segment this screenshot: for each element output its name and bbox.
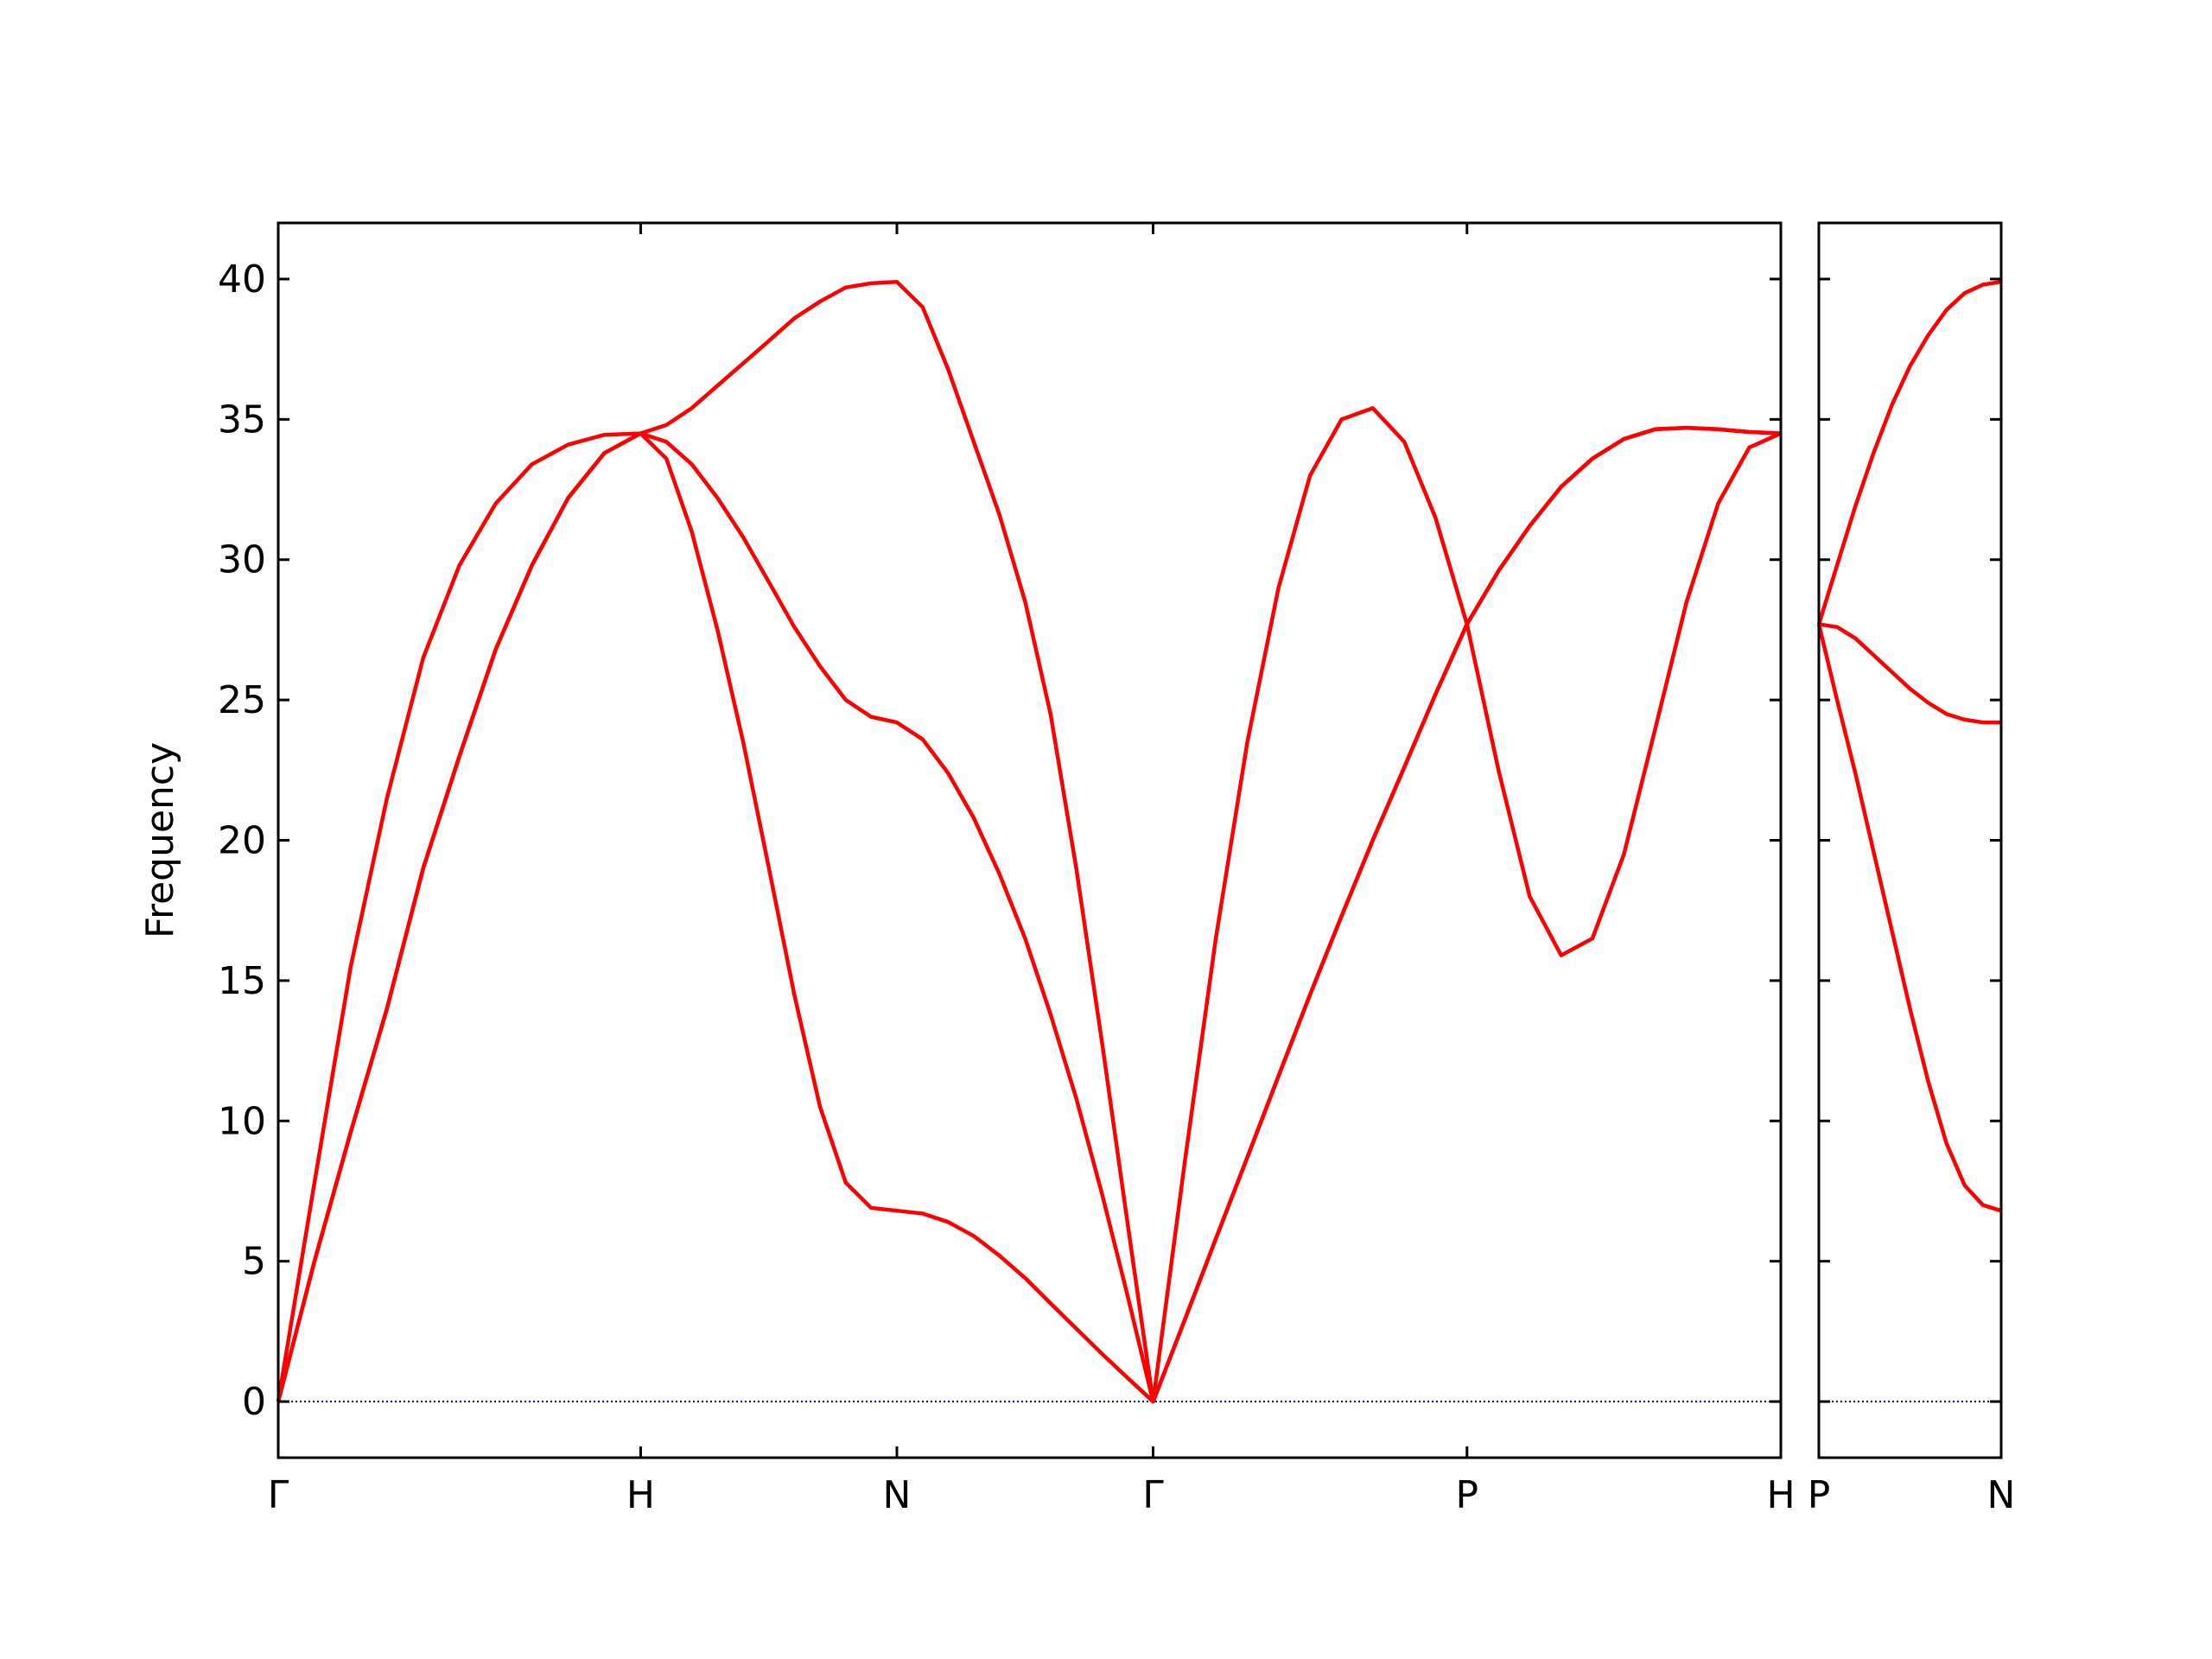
x-tick-label: H (626, 1473, 655, 1517)
y-tick-label: 0 (242, 1380, 266, 1424)
plot-frame (1817, 221, 2003, 1459)
band-line (1816, 279, 2002, 626)
y-tick-label: 25 (218, 678, 266, 722)
y-tick-label: 35 (218, 397, 266, 442)
y-tick-label: 10 (218, 1099, 266, 1143)
y-tick-label: 15 (218, 959, 266, 1003)
y-axis-label: Frequency (138, 742, 182, 938)
x-tick-label: H (1766, 1473, 1795, 1517)
y-tick-label: 5 (242, 1240, 266, 1284)
x-tick-label: Γ (1142, 1473, 1164, 1517)
x-tick-label: N (1987, 1473, 2016, 1517)
band-line (1816, 623, 2002, 1213)
x-tick-label: P (1455, 1473, 1478, 1517)
band-line (1818, 622, 2001, 725)
plot-frame (276, 221, 1783, 1459)
band-line (276, 279, 1782, 1404)
y-tick-label: 20 (218, 819, 266, 863)
band-line (276, 425, 1782, 1404)
y-tick-label: 40 (218, 257, 266, 302)
x-tick-label: N (883, 1473, 912, 1517)
y-tick-label: 30 (218, 538, 266, 582)
x-tick-label: P (1808, 1473, 1831, 1517)
band-line (276, 425, 1782, 1404)
x-tick-label: Γ (268, 1473, 289, 1517)
